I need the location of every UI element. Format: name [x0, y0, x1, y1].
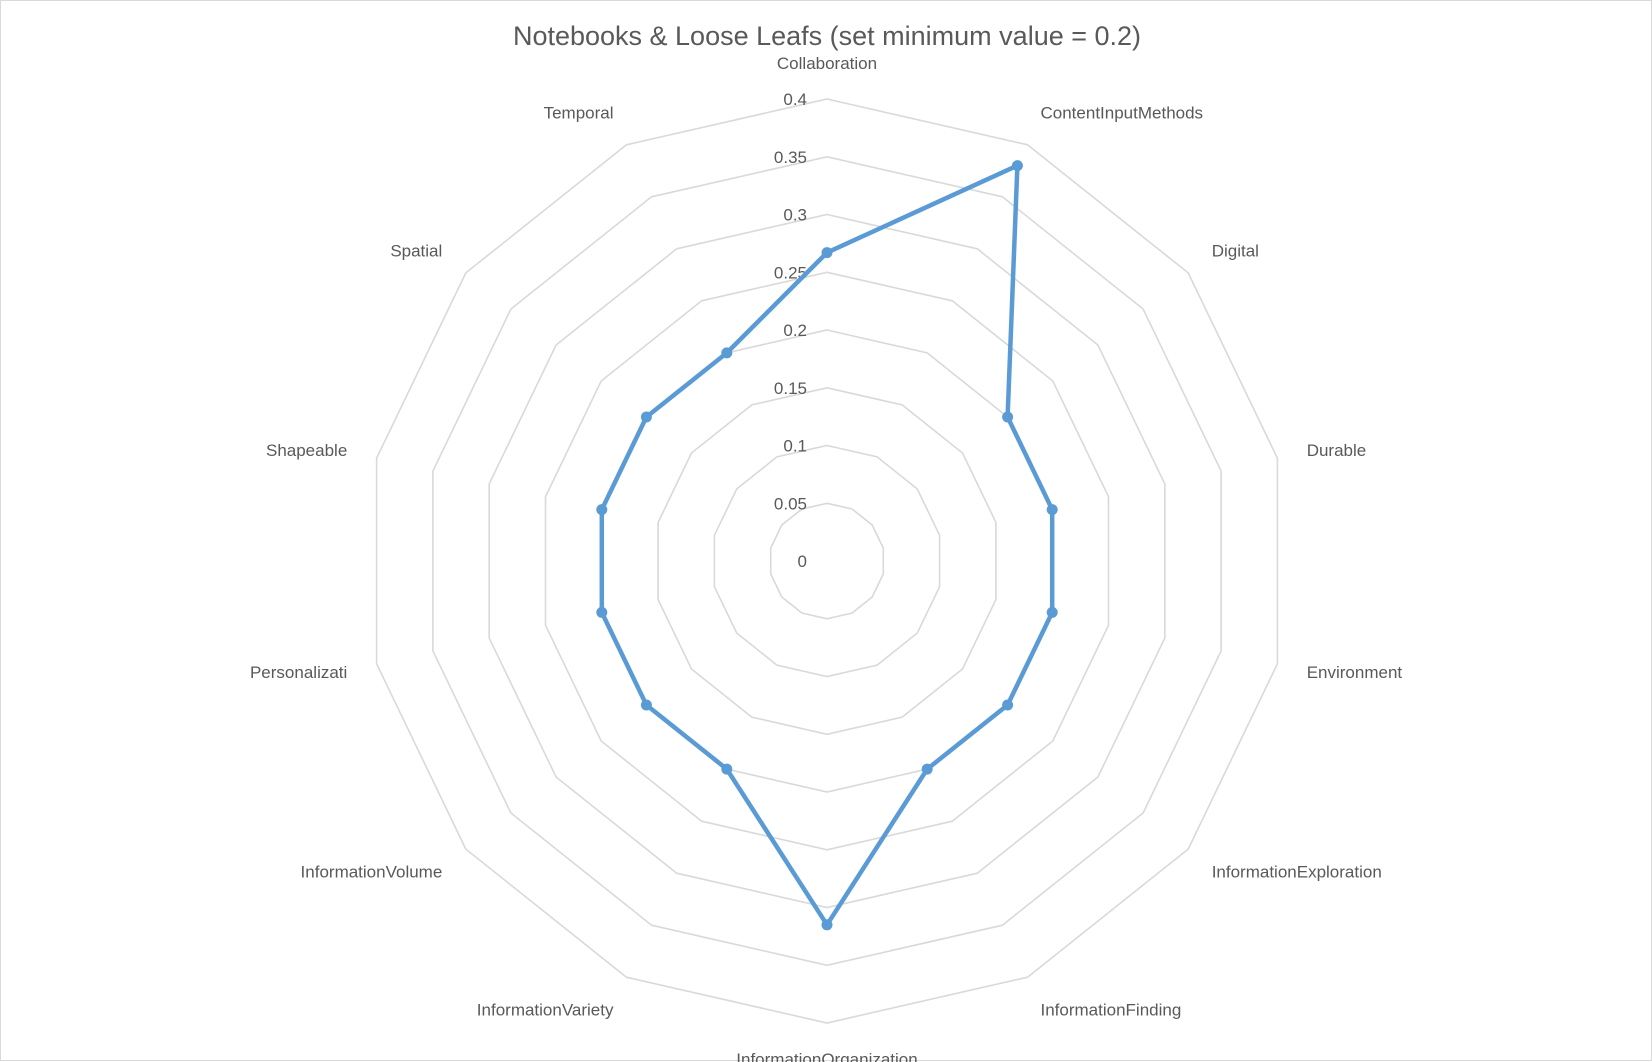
data-point	[596, 606, 608, 618]
series-layer	[596, 160, 1058, 931]
data-point	[821, 919, 833, 931]
category-label: InformationVariety	[477, 1001, 614, 1020]
grid-ring-3	[657, 386, 997, 736]
category-label: Shapeable	[266, 441, 347, 460]
data-point	[1002, 699, 1014, 711]
category-label: Durable	[1307, 441, 1367, 460]
grid-ring-8	[375, 98, 1279, 1024]
tick-label: 0.15	[774, 379, 807, 398]
tick-label: 0.05	[774, 494, 807, 513]
tick-label: 0.2	[783, 321, 807, 340]
category-labels: Collaboration ContentInputMethods Digital D…	[250, 54, 1402, 1062]
data-point	[1002, 411, 1014, 423]
category-label: InformationVolume	[301, 863, 443, 882]
grid-ring-2	[713, 444, 941, 678]
data-point	[596, 504, 608, 516]
category-label: Temporal	[544, 103, 614, 122]
chart-title: Notebooks & Loose Leafs (set minimum val…	[513, 21, 1141, 51]
data-point	[1046, 606, 1058, 618]
tick-label: 0.35	[774, 148, 807, 167]
tick-label: 0.1	[783, 437, 807, 456]
category-label: InformationExploration	[1212, 863, 1382, 882]
data-point	[1046, 504, 1058, 516]
category-label: Collaboration	[777, 54, 877, 73]
category-label: Digital	[1212, 242, 1259, 261]
tick-label: 0.4	[783, 90, 807, 109]
category-label: Personalizati	[250, 663, 347, 682]
grid-ring-5	[544, 271, 1110, 851]
grid-ring-1	[769, 502, 885, 620]
category-label: InformationOrganization	[736, 1050, 917, 1062]
category-label: ContentInputMethods	[1041, 103, 1204, 122]
series-line	[599, 163, 1055, 928]
tick-label: 0.3	[783, 206, 807, 225]
grid-ring-7	[432, 155, 1222, 967]
data-point	[640, 411, 652, 423]
radial-tick-labels: 0 0.05 0.1 0.15 0.2 0.25 0.3 0.35 0.4	[774, 90, 807, 571]
tick-label: 0.25	[774, 263, 807, 282]
data-point	[721, 763, 733, 775]
radar-grid	[375, 98, 1279, 1024]
category-label: Spatial	[390, 242, 442, 261]
category-label: InformationFinding	[1041, 1001, 1182, 1020]
data-point	[640, 699, 652, 711]
tick-label: 0	[798, 552, 807, 571]
data-point	[721, 347, 733, 359]
grid-ring-6	[488, 213, 1166, 909]
data-point	[1011, 160, 1023, 172]
category-label: Environment	[1307, 663, 1403, 682]
data-point	[821, 247, 833, 259]
data-point	[921, 763, 933, 775]
